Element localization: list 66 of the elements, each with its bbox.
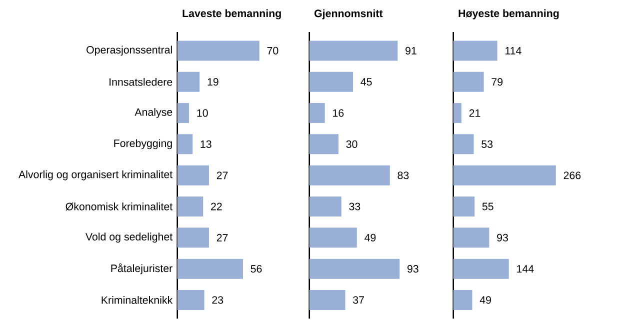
bar xyxy=(177,290,204,310)
data-label: 22 xyxy=(211,202,222,210)
bar xyxy=(177,40,260,61)
data-label: 49 xyxy=(480,296,491,304)
data-label: 16 xyxy=(333,109,344,117)
y-tick-label: Vold og sedelighet xyxy=(85,232,173,243)
y-tick-label: Analyse xyxy=(134,108,172,118)
chart-title: Høyeste bemanning xyxy=(458,9,559,20)
bar xyxy=(453,165,556,186)
bar xyxy=(309,134,338,154)
data-label: 144 xyxy=(517,265,534,272)
bar xyxy=(453,290,472,310)
bar xyxy=(309,72,354,92)
data-label: 13 xyxy=(200,140,212,148)
y-tick-label: Forebygging xyxy=(114,139,172,150)
data-label: 53 xyxy=(482,140,493,148)
data-label: 27 xyxy=(216,234,228,242)
bar xyxy=(453,103,462,124)
y-tick-label: Operasjonssentral xyxy=(86,46,172,56)
data-label: 93 xyxy=(407,265,418,273)
bar xyxy=(453,134,474,154)
data-label: 114 xyxy=(505,47,522,54)
data-label: 55 xyxy=(482,202,494,210)
chart-title: Laveste bemanning xyxy=(182,9,281,20)
y-tick-label: Alvorlig og organisert kriminalitet xyxy=(18,170,173,180)
data-label: 91 xyxy=(406,46,416,54)
bar xyxy=(453,228,490,248)
data-label: 30 xyxy=(346,140,358,148)
data-label: 79 xyxy=(492,78,503,86)
bar xyxy=(177,165,209,186)
bar xyxy=(309,103,325,124)
bar xyxy=(177,103,190,124)
bar xyxy=(309,290,346,310)
y-tick-label: Kriminalteknikk xyxy=(102,296,173,304)
bar xyxy=(453,40,498,61)
bar xyxy=(177,72,200,92)
bar xyxy=(453,72,484,92)
bar xyxy=(177,196,204,216)
data-label: 93 xyxy=(497,234,508,242)
data-label: 45 xyxy=(360,78,372,86)
data-label: 19 xyxy=(208,78,218,86)
data-label: 37 xyxy=(353,296,364,304)
bar xyxy=(177,258,243,279)
data-label: 21 xyxy=(469,109,480,117)
bar xyxy=(453,258,509,279)
y-tick-label: Påtalejurister xyxy=(111,263,172,274)
y-tick-label: Økonomisk kriminalitet xyxy=(66,202,173,210)
bar xyxy=(177,134,193,154)
data-label: 56 xyxy=(250,265,262,273)
bar xyxy=(309,196,342,216)
data-label: 27 xyxy=(216,172,228,180)
data-label: 10 xyxy=(197,109,208,117)
bar xyxy=(177,228,209,248)
bar xyxy=(309,228,357,248)
chart-title: Gjennomsnitt xyxy=(314,9,383,20)
data-label: 83 xyxy=(398,172,409,180)
data-label: 33 xyxy=(349,202,360,210)
data-label: 266 xyxy=(564,172,581,180)
data-label: 23 xyxy=(212,296,224,304)
bar xyxy=(309,258,400,279)
data-label: 70 xyxy=(267,46,278,54)
bar xyxy=(309,165,390,186)
data-label: 49 xyxy=(364,234,376,242)
bar xyxy=(453,196,475,216)
y-tick-label: Innsatsledere xyxy=(110,78,172,86)
bar xyxy=(309,40,398,61)
